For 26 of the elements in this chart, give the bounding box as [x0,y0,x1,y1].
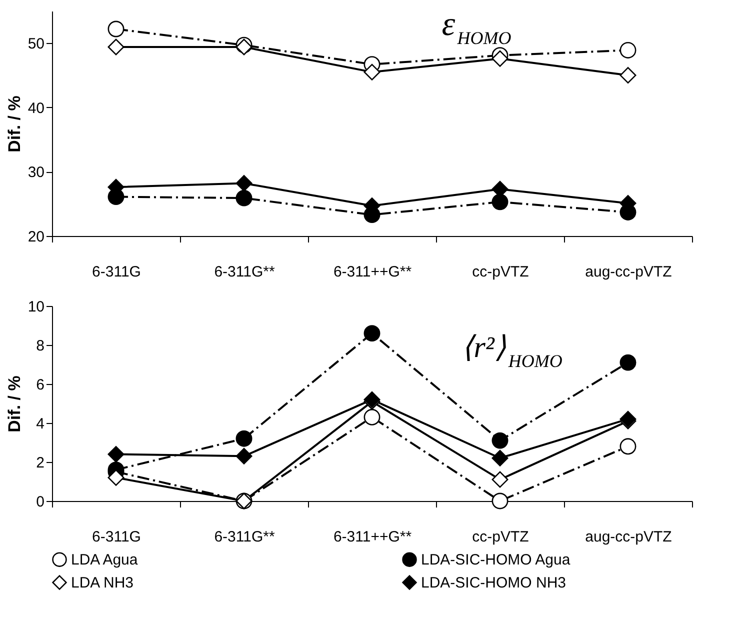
y-tick-label: 10 [28,298,44,316]
x-tick-label: 6-311G [92,528,141,546]
x-tick-label: cc-pVTZ [472,264,529,280]
y-tick-label: 0 [36,494,44,510]
x-tick-label: 6-311++G** [333,264,412,280]
y-tick-label: 40 [28,100,44,117]
x-tick-label: 6-311G [92,264,141,280]
y-tick-label: 6 [36,376,44,394]
legend-label: LDA NH3 [71,574,134,592]
y-tick-label: 2 [36,454,44,472]
y-tick-label: 8 [36,338,44,354]
y-tick-label: 4 [36,416,44,432]
x-tick-label: 6-311++G** [333,528,412,546]
y-tick-label: 50 [28,36,44,53]
y-axis-title: Dif. / % [4,96,24,152]
x-tick-label: 6-311G** [214,528,275,546]
x-tick-label: aug-cc-pVTZ [585,264,672,280]
legend-label: LDA-SIC-HOMO Agua [421,552,571,569]
x-tick-label: cc-pVTZ [472,528,529,546]
legend-label: LDA Agua [71,552,138,569]
y-axis-title: Dif. / % [4,376,24,432]
legend-label: LDA-SIC-HOMO NH3 [421,574,566,592]
x-tick-label: 6-311G** [214,264,275,280]
y-tick-label: 30 [28,164,44,182]
x-tick-label: aug-cc-pVTZ [585,528,672,546]
y-tick-label: 20 [28,228,44,246]
